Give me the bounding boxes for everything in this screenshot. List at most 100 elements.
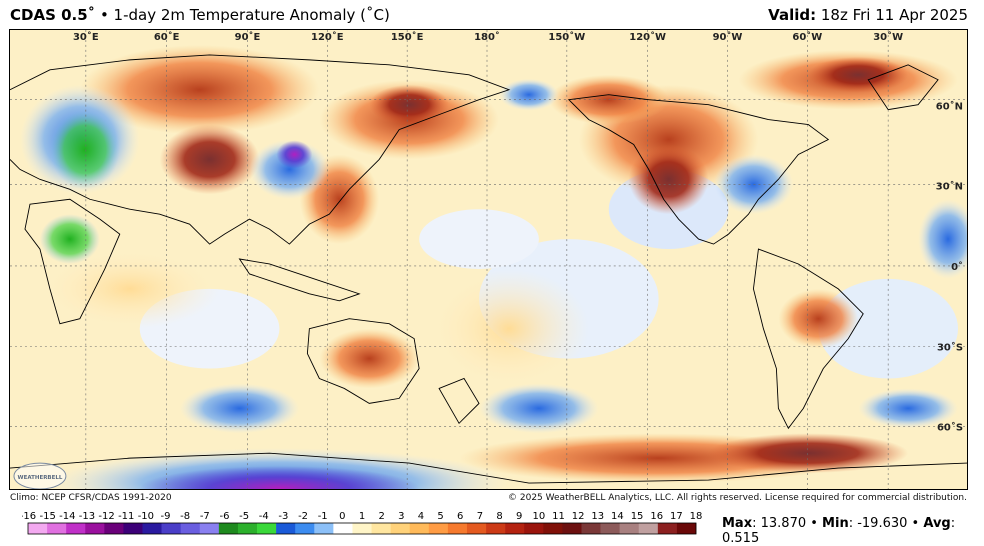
scale-tick-label: -11 xyxy=(118,511,134,522)
scale-tick-label: 18 xyxy=(690,511,702,522)
scale-swatch xyxy=(123,523,143,534)
scale-swatch xyxy=(581,523,601,534)
scale-swatch xyxy=(657,523,678,534)
scale-tick-label: -16 xyxy=(22,511,36,522)
scale-swatch xyxy=(237,523,258,534)
scale-swatch xyxy=(104,523,124,534)
scale-swatch xyxy=(199,523,220,534)
scale-tick-label: -5 xyxy=(239,511,249,522)
scale-swatch xyxy=(85,523,105,534)
avg-value: : 0.515 xyxy=(722,516,956,546)
scale-tick-label: 11 xyxy=(552,511,565,522)
scale-swatch xyxy=(314,523,334,534)
scale-tick-label: -15 xyxy=(39,511,55,522)
scale-tick-label: 3 xyxy=(398,511,404,522)
scale-swatch xyxy=(447,523,468,534)
scale-swatch xyxy=(371,523,391,534)
scale-swatch xyxy=(428,523,449,534)
scale-swatch xyxy=(66,523,86,534)
scale-tick-label: -7 xyxy=(200,511,210,522)
avg-label: Avg xyxy=(923,516,951,531)
scale-tick-label: 0 xyxy=(339,511,345,522)
scale-tick-label: 4 xyxy=(418,511,424,522)
lat-label: 30˚S xyxy=(937,342,963,354)
scale-tick-label: 2 xyxy=(378,511,384,522)
color-scale: -16-15-14-13-12-11-10-9-8-7-6-5-4-3-2-10… xyxy=(22,511,702,535)
scale-tick-label: 5 xyxy=(437,511,443,522)
scale-tick-label: 13 xyxy=(591,511,604,522)
scale-swatch xyxy=(466,523,487,534)
min-label: Min xyxy=(822,516,849,531)
scale-tick-label: 17 xyxy=(670,511,683,522)
scale-tick-label: -6 xyxy=(219,511,229,522)
scale-border xyxy=(27,522,697,535)
valid-label: Valid: xyxy=(768,6,817,24)
lon-label: 90˚E xyxy=(235,31,261,43)
scale-swatch xyxy=(180,523,201,534)
scale-tick-label: 15 xyxy=(631,511,644,522)
climo-note: Climo: NCEP CFSR/CDAS 1991-2020 xyxy=(10,493,172,503)
model-name: CDAS 0.5˚ xyxy=(10,6,96,24)
lon-label: 30˚E xyxy=(73,31,99,43)
lon-label: 90˚W xyxy=(713,31,743,43)
stats-summary: Max: 13.870 • Min: -19.630 • Avg: 0.515 xyxy=(722,516,984,546)
lon-label: 60˚E xyxy=(154,31,180,43)
scale-tick-label: 10 xyxy=(532,511,545,522)
valid-time-label: Valid: 18z Fri 11 Apr 2025 xyxy=(768,6,968,24)
scale-swatch xyxy=(333,523,353,534)
scale-tick-label: -12 xyxy=(98,511,114,522)
scale-swatch xyxy=(352,523,372,534)
scale-tick-label: 8 xyxy=(496,511,502,522)
scale-tick-label: 9 xyxy=(516,511,522,522)
scale-tick-label: -10 xyxy=(138,511,154,522)
scale-tick-label: 1 xyxy=(359,511,365,522)
lat-label: 0˚ xyxy=(951,261,963,273)
scale-swatch xyxy=(28,523,48,534)
min-value: : -19.630 xyxy=(848,516,908,531)
scale-tick-label: 6 xyxy=(457,511,463,522)
anomaly-map: 30˚E 60˚E 90˚E 120˚E 150˚E 180˚ 150˚W 12… xyxy=(9,29,968,490)
max-value: : 13.870 xyxy=(752,516,807,531)
copyright-note: © 2025 WeatherBELL Analytics, LLC. All r… xyxy=(508,493,967,503)
valid-time: 18z Fri 11 Apr 2025 xyxy=(816,6,968,24)
scale-swatch xyxy=(619,523,640,534)
weatherbell-logo: WEATHERBELL xyxy=(13,462,67,489)
scale-swatch xyxy=(409,523,430,534)
scale-tick-label: 7 xyxy=(477,511,483,522)
scale-swatch xyxy=(524,523,544,534)
lat-label: 60˚N xyxy=(936,101,963,113)
scale-tick-label: -8 xyxy=(180,511,190,522)
lat-label: 60˚S xyxy=(937,421,963,433)
lon-label: 180˚ xyxy=(474,31,500,43)
scale-swatch xyxy=(161,523,181,534)
scale-tick-label: -1 xyxy=(318,511,328,522)
scale-swatch xyxy=(390,523,411,534)
lon-label: 120˚W xyxy=(629,31,666,43)
max-label: Max xyxy=(722,516,753,531)
scale-swatch xyxy=(600,523,620,534)
stats-sep: • xyxy=(806,516,823,531)
scale-tick-label: -3 xyxy=(278,511,288,522)
scale-tick-label: -14 xyxy=(59,511,75,522)
scale-tick-label: 12 xyxy=(572,511,585,522)
scale-tick-label: -9 xyxy=(161,511,171,522)
stats-sep: • xyxy=(907,516,924,531)
scale-tick-label: -4 xyxy=(259,511,269,522)
scale-tick-label: 16 xyxy=(650,511,663,522)
map-title: CDAS 0.5˚ • 1-day 2m Temperature Anomaly… xyxy=(10,6,390,24)
scale-tick-label: 14 xyxy=(611,511,624,522)
lon-label: 150˚W xyxy=(548,31,585,43)
lon-label: 150˚E xyxy=(391,31,424,43)
lon-label: 120˚E xyxy=(311,31,344,43)
product-name: • 1-day 2m Temperature Anomaly (˚C) xyxy=(95,6,390,24)
scale-tick-label: -13 xyxy=(79,511,95,522)
scale-swatch xyxy=(638,523,659,534)
scale-swatch xyxy=(295,523,315,534)
scale-tick-label: -2 xyxy=(298,511,308,522)
scale-swatch xyxy=(505,523,525,534)
logo-text: WEATHERBELL xyxy=(18,475,63,481)
scale-swatch xyxy=(543,523,563,534)
scale-swatch xyxy=(676,523,697,534)
scale-swatch xyxy=(486,523,506,534)
lon-label: 30˚W xyxy=(873,31,903,43)
